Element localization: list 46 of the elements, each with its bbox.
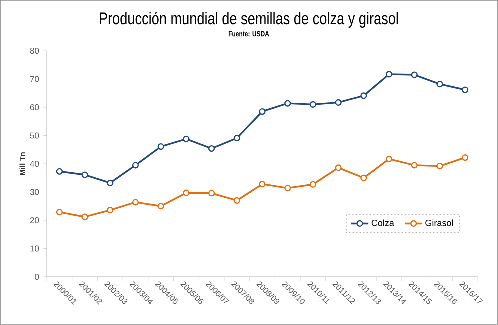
point [132, 162, 140, 169]
y-tick-label: 60 [30, 104, 40, 111]
point [234, 197, 240, 204]
y-tick-label: 70 [30, 76, 40, 82]
legend-label: Colza [372, 220, 394, 226]
point [107, 207, 114, 214]
point [158, 143, 164, 150]
y-tick-label: 80 [30, 48, 40, 54]
point [335, 99, 342, 106]
point [310, 101, 317, 108]
point [284, 185, 292, 192]
point [462, 86, 469, 94]
point [310, 181, 317, 188]
point [386, 156, 393, 163]
point [436, 162, 444, 170]
point [411, 72, 418, 78]
point [107, 180, 114, 187]
point [436, 81, 444, 88]
point [284, 100, 292, 107]
point [462, 154, 469, 162]
point [335, 164, 342, 172]
point [360, 92, 368, 100]
point [132, 199, 140, 206]
y-tick-label: 10 [30, 246, 40, 252]
point [386, 71, 393, 78]
legend-label: Girasol [426, 220, 454, 226]
point [158, 203, 164, 210]
chart-title: Producción mundial de semillas de colza y girasol [100, 12, 398, 28]
point [82, 172, 88, 178]
point [183, 136, 190, 142]
y-tick-label: 30 [30, 189, 40, 196]
point [82, 214, 88, 220]
y-tick-label: 50 [30, 132, 40, 139]
point [183, 190, 190, 196]
point [259, 108, 266, 116]
y-tick-label: 40 [30, 161, 40, 168]
point [360, 174, 368, 182]
point [56, 209, 63, 216]
y-tick-label: 0 [35, 274, 40, 280]
point [234, 135, 240, 142]
point [411, 162, 418, 169]
point [208, 190, 216, 197]
y-tick-label: 20 [30, 218, 40, 224]
point [259, 181, 266, 188]
point [56, 168, 63, 175]
point [208, 145, 216, 152]
